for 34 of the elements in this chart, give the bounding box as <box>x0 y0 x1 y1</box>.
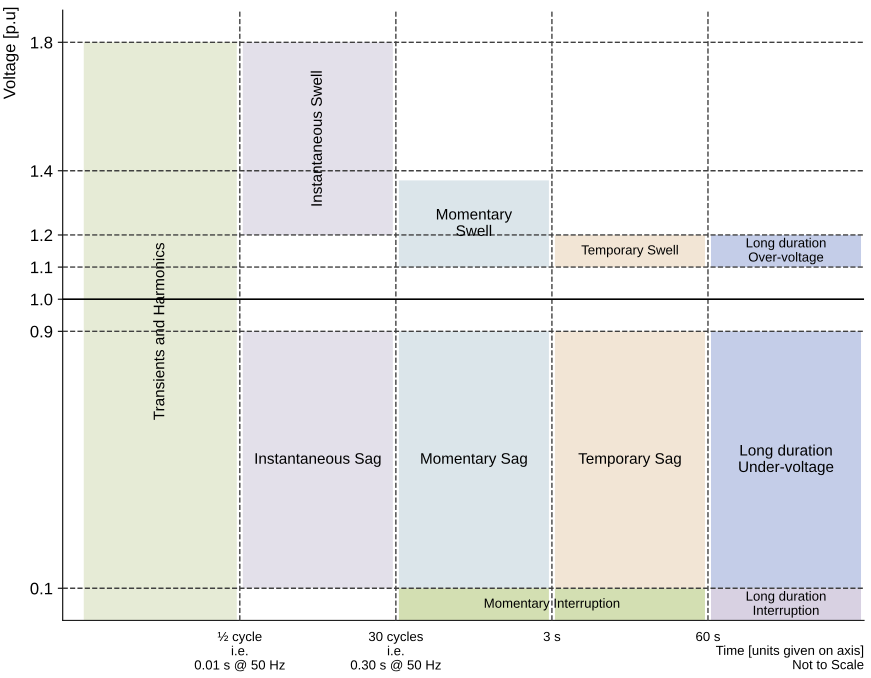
series-label: Long duration Under-voltage <box>739 444 834 476</box>
series-label: Instantaneous Sag <box>256 453 381 467</box>
series-label: Temporary Sag <box>578 453 681 467</box>
y-tick-label: 0.1 <box>30 582 52 594</box>
y-tick-label: 1.2 <box>31 229 52 242</box>
y-axis-title: Voltage [p.u] <box>3 8 19 100</box>
y-tick-label: 1.0 <box>31 294 52 306</box>
bar <box>242 331 393 588</box>
series-label: Momentary Sag <box>421 453 527 467</box>
bar <box>554 234 705 268</box>
y-tick-label: 0.9 <box>30 326 52 338</box>
bar <box>84 42 237 620</box>
bar <box>554 588 705 620</box>
text: ½ cycle i.e. 0.01 s @ 50 Hz <box>194 631 285 672</box>
bar <box>554 331 705 588</box>
text: 3 s <box>544 632 560 642</box>
bar <box>398 588 549 620</box>
series-label: Momentary Interruption <box>484 598 620 610</box>
text: 30 cycles i.e. 0.30 s @ 50 Hz <box>350 631 441 672</box>
bar <box>398 180 549 268</box>
series-label: Long duration Interruption <box>746 591 826 618</box>
series-label: Transients and Harmonics <box>153 243 164 420</box>
bar <box>710 331 862 588</box>
text: 60 s <box>696 632 720 642</box>
series-label: Long duration Over-voltage <box>746 238 826 264</box>
bar <box>398 331 549 588</box>
y-tick-label: 1.8 <box>31 36 52 48</box>
series-label: Temporary Swell <box>581 244 678 258</box>
y-tick-label: 1.1 <box>31 262 52 274</box>
x-axis-title: Time [units given on axis] Not to Scale <box>716 645 864 670</box>
series-label: Instantaneous Swell <box>310 71 322 206</box>
bar <box>242 42 393 235</box>
y-tick-label: 1.4 <box>31 165 53 177</box>
series-label: Momentary Swell <box>436 208 512 236</box>
